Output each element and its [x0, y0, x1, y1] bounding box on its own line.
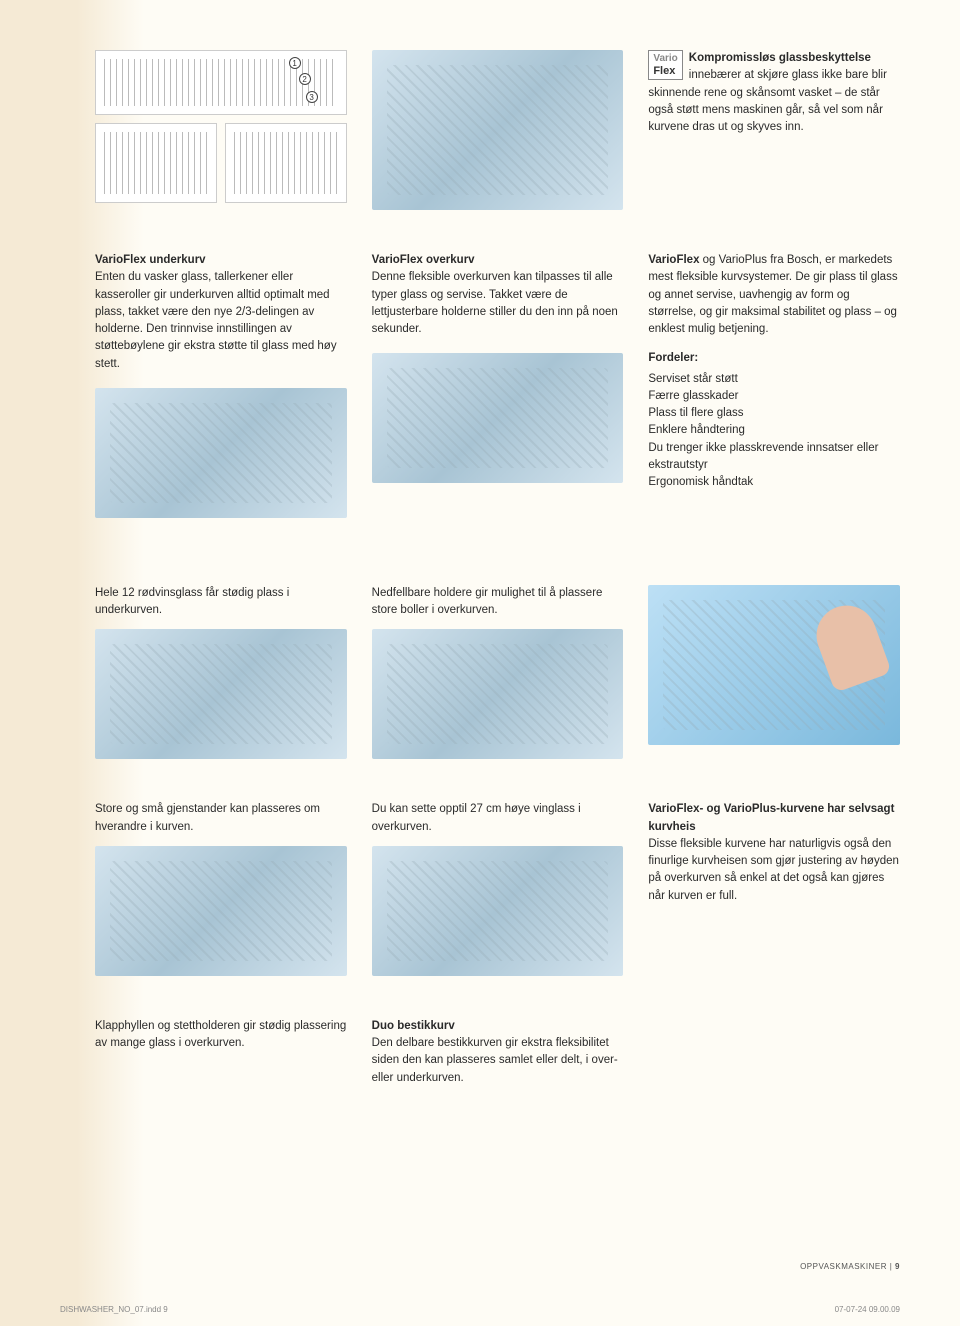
print-date: 07-07-24 09.00.09 — [835, 1305, 900, 1314]
fordeler-item: Plass til flere glass — [648, 405, 900, 422]
duo-bestikkurv: Duo bestikkurv Den delbare bestikkurven … — [372, 1018, 624, 1087]
logo-top: Vario — [653, 53, 677, 64]
fordeler-item: Færre glasskader — [648, 388, 900, 405]
overkurv-text: VarioFlex overkurv Denne fleksible overk… — [372, 252, 624, 338]
underkurv-text: VarioFlex underkurv Enten du vasker glas… — [95, 252, 347, 373]
kurvheis-title: VarioFlex- og VarioPlus-kurvene har selv… — [648, 803, 894, 832]
intro-text-column: Vario Flex Kompromissløs glassbeskyttels… — [648, 50, 900, 222]
fordeler-title: Fordeler: — [648, 352, 698, 364]
page-footer: OPPVASKMASKINER | 9 — [800, 1262, 900, 1271]
underkurv-photo — [95, 388, 347, 518]
overkurv-image-column — [372, 50, 624, 222]
intro-text: innebærer at skjøre glass ikke bare blir… — [648, 69, 887, 133]
duo-body: Den delbare bestikkurven gir ekstra flek… — [372, 1037, 618, 1084]
logo-bottom: Flex — [653, 65, 675, 77]
print-marks: DISHWASHER_NO_07.indd 9 07-07-24 09.00.0… — [60, 1305, 900, 1314]
wineglass-photo — [95, 629, 347, 759]
fordeler-item: Enklere håndtering — [648, 422, 900, 439]
hand-adjust-photo — [648, 585, 900, 745]
fordeler-item: Du trenger ikke plasskrevende innsatser … — [648, 440, 900, 475]
varioflex-description: VarioFlex og VarioPlus fra Bosch, er mar… — [648, 252, 900, 491]
row4-left-text: Klapphyllen og stettholderen gir stødig … — [95, 1018, 347, 1053]
intro-bold: Kompromissløs glassbeskyttelse — [689, 52, 871, 64]
underkurv-title: VarioFlex underkurv — [95, 254, 206, 266]
row2-mid-text: Nedfellbare holdere gir mulighet til å p… — [372, 585, 624, 620]
intro-block: Vario Flex Kompromissløs glassbeskyttels… — [648, 50, 900, 136]
underkurv-diagram-3 — [225, 123, 347, 203]
tall-glass-photo — [372, 846, 624, 976]
varioflex-logo-icon: Vario Flex — [648, 50, 682, 80]
overkurv-image — [372, 50, 624, 210]
duo-title: Duo bestikkurv — [372, 1020, 455, 1032]
varioflex-p1: og VarioPlus fra Bosch, er markedets mes… — [648, 254, 897, 335]
overkurv-photo — [372, 353, 624, 483]
fordeler-item: Ergonomisk håndtak — [648, 474, 900, 491]
fordeler-item: Serviset står støtt — [648, 371, 900, 388]
print-file: DISHWASHER_NO_07.indd 9 — [60, 1305, 168, 1314]
underkurv-diagram-top: 1 2 3 — [95, 50, 347, 115]
mixed-items-photo — [95, 846, 347, 976]
row2-left-text: Hele 12 rødvinsglass får stødig plass i … — [95, 585, 347, 620]
underkurv-diagram-column: 1 2 3 — [95, 50, 347, 222]
underkurv-body: Enten du vasker glass, tallerkener eller… — [95, 271, 337, 369]
overkurv-body: Denne fleksible overkurven kan tilpasses… — [372, 271, 618, 335]
footer-page-number: 9 — [895, 1262, 900, 1271]
kurvheis-text: VarioFlex- og VarioPlus-kurvene har selv… — [648, 801, 900, 905]
overkurv-title: VarioFlex overkurv — [372, 254, 475, 266]
kurvheis-body: Disse fleksible kurvene har naturligvis … — [648, 838, 899, 902]
fordeler-list: Serviset står støtt Færre glasskader Pla… — [648, 371, 900, 492]
underkurv-diagram-2 — [95, 123, 217, 203]
row3-mid-text: Du kan sette opptil 27 cm høye vinglass … — [372, 801, 624, 836]
footer-category: OPPVASKMASKINER — [800, 1262, 887, 1271]
bowls-photo — [372, 629, 624, 759]
row3-left-text: Store og små gjenstander kan plasseres o… — [95, 801, 347, 836]
varioflex-p1-bold: VarioFlex — [648, 254, 699, 266]
footer-sep: | — [890, 1262, 893, 1271]
